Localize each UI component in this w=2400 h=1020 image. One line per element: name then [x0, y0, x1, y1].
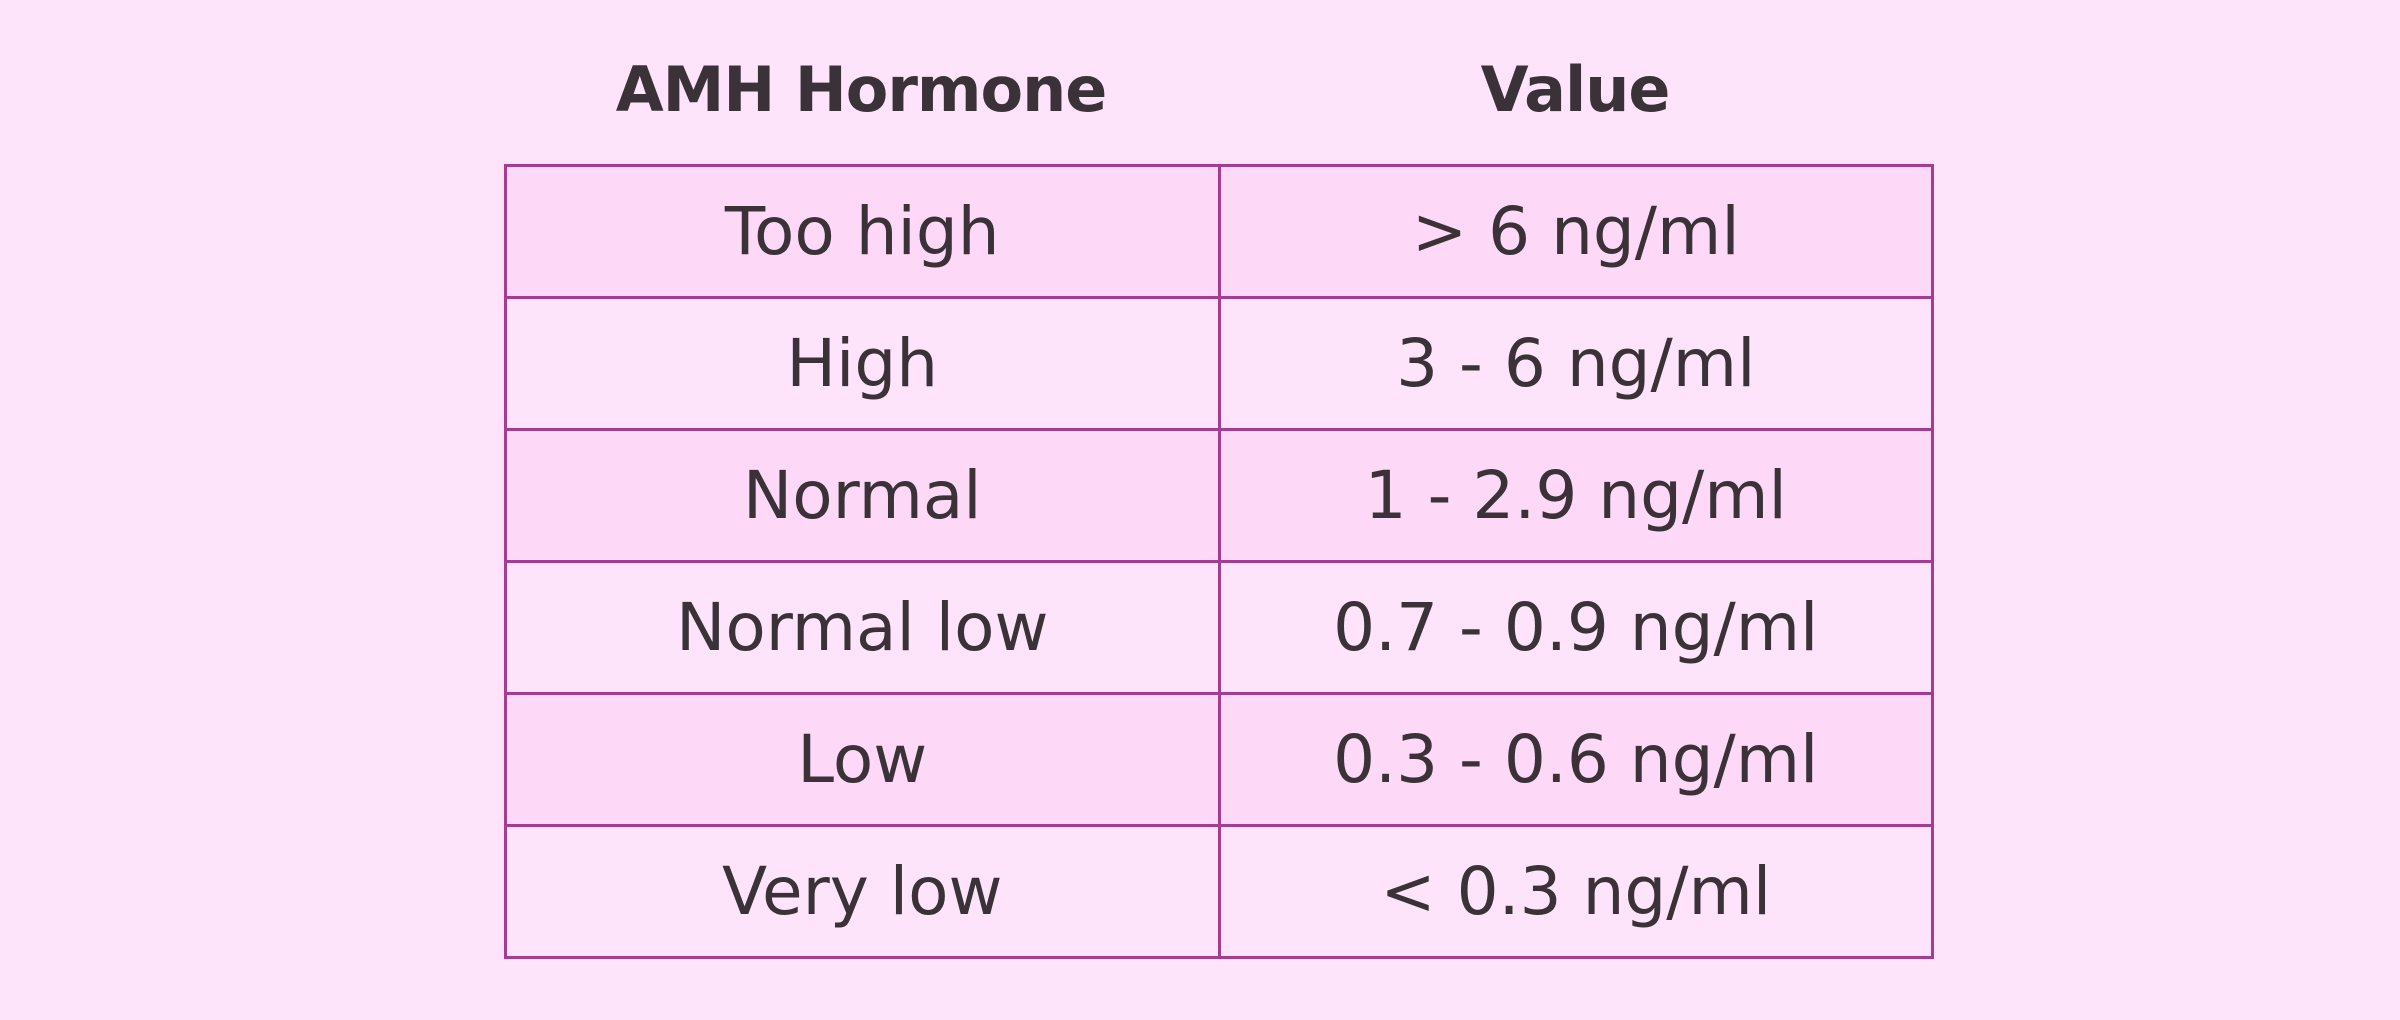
table: Too high > 6 ng/ml High 3 - 6 ng/ml Normal 1 …: [504, 164, 1934, 959]
table-row: Low 0.3 - 0.6 ng/ml: [504, 692, 1934, 827]
table-cell: Normal low: [504, 560, 1221, 695]
table-cell: 0.7 - 0.9 ng/ml: [1217, 560, 1934, 695]
table-cell: 3 - 6 ng/ml: [1217, 296, 1934, 431]
column-header: AMH Hormone: [615, 53, 1108, 126]
table-cell: 0.3 - 0.6 ng/ml: [1217, 692, 1934, 827]
table-row: Very low < 0.3 ng/ml: [504, 824, 1934, 959]
table-cell: Normal: [504, 428, 1221, 563]
table-header: AMH Hormone Value: [504, 40, 1932, 140]
table-row: High 3 - 6 ng/ml: [504, 296, 1934, 431]
table-cell: 1 - 2.9 ng/ml: [1217, 428, 1934, 563]
table-cell: Low: [504, 692, 1221, 827]
table-row: Normal 1 - 2.9 ng/ml: [504, 428, 1934, 563]
table-cell: Too high: [504, 164, 1221, 299]
table-cell: High: [504, 296, 1221, 431]
column-header: Value: [1480, 53, 1671, 126]
table-row: Too high > 6 ng/ml: [504, 164, 1934, 299]
table-cell: Very low: [504, 824, 1221, 959]
table-row: Normal low 0.7 - 0.9 ng/ml: [504, 560, 1934, 695]
table-cell: > 6 ng/ml: [1217, 164, 1934, 299]
table-cell: < 0.3 ng/ml: [1217, 824, 1934, 959]
